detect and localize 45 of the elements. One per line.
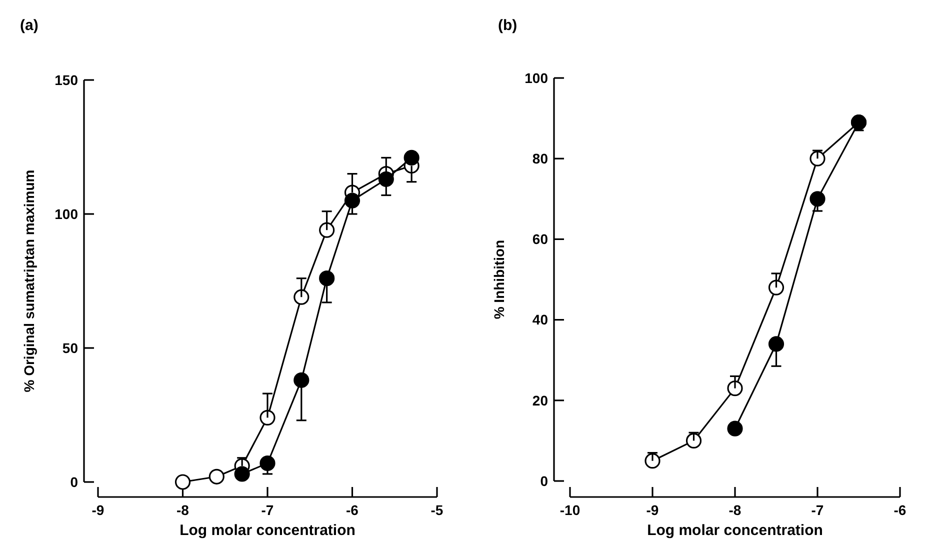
x-tick-label: -6 [894,502,906,518]
chart-title: (a) [20,17,38,34]
y-tick-label: 100 [524,70,548,86]
y-tick-label: 50 [62,340,78,356]
point [768,280,784,296]
point [174,474,191,490]
point [260,410,276,426]
x-axis-title: Log molar concentration [180,522,356,539]
y-tick-label: 80 [532,150,548,166]
point [727,380,743,396]
point [344,192,360,208]
point [810,150,826,166]
y-tick-label: 0 [540,472,548,489]
point [319,222,335,238]
point [294,289,310,305]
y-axis-title: % Inhibition [491,240,507,320]
x-axis-title: Log molar concentration [647,522,823,539]
point [294,372,310,388]
point [234,466,250,482]
x-tick-label: -5 [430,502,444,518]
y-tick-label: 100 [54,206,78,222]
point [378,171,394,187]
point [768,336,784,352]
y-tick-label: 0 [70,474,78,490]
y-tick-label: 20 [532,392,548,408]
x-tick-label: -8 [176,502,190,518]
point [810,191,826,207]
point [319,270,335,286]
x-tick-label: -7 [811,502,824,518]
x-tick-label: -9 [646,502,659,518]
x-tick-label: -8 [728,502,742,518]
point [686,432,702,448]
x-tick-label: -9 [92,502,104,518]
y-axis-title: % Original sumatriptan maximum [21,170,37,392]
x-tick-label: -10 [560,502,580,518]
y-tick-label: 40 [532,312,548,328]
y-tick-label: 150 [54,72,78,88]
chart-title: (b) [498,17,518,34]
point [727,420,743,436]
point [404,150,420,166]
x-tick-label: -6 [346,502,359,518]
point [260,455,276,472]
y-tick-label: 60 [532,231,548,248]
point [208,468,224,484]
x-tick-label: -7 [261,502,274,518]
